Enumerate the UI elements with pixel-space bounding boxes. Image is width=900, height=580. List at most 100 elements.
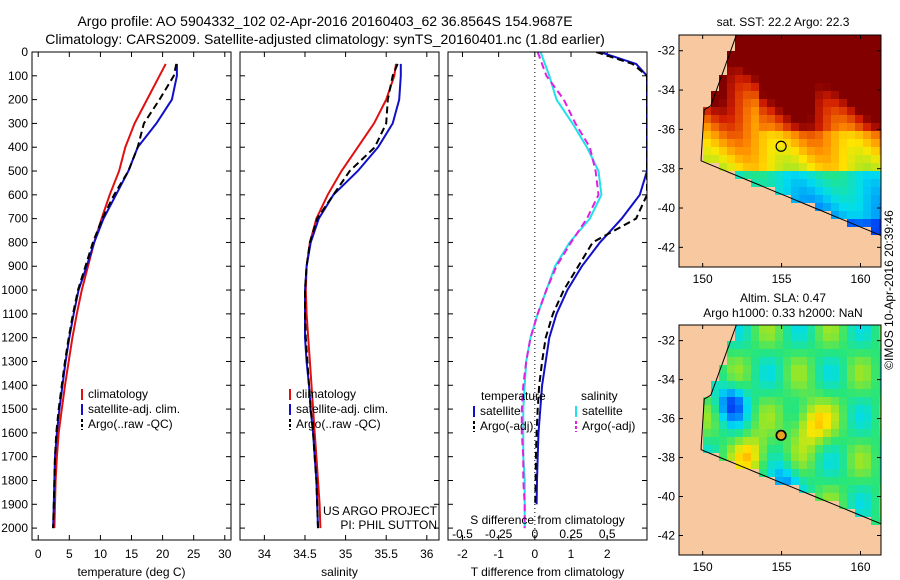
map-cell	[751, 397, 759, 405]
map-cell	[703, 525, 711, 533]
figure-title-line2: Climatology: CARS2009. Satellite-adjuste…	[45, 31, 605, 47]
map-cell	[735, 405, 743, 413]
map-cell	[799, 43, 807, 51]
map-cell	[863, 341, 871, 349]
map-cell	[783, 429, 791, 437]
map-cell	[807, 397, 815, 405]
map-cell	[847, 195, 855, 203]
map-cell	[735, 179, 743, 187]
map-cell	[767, 243, 775, 251]
map-cell	[831, 461, 839, 469]
map-cell	[719, 139, 727, 147]
map-cell	[767, 211, 775, 219]
map-cell	[783, 179, 791, 187]
map-cell	[743, 413, 751, 421]
map-cell	[727, 469, 735, 477]
map-cell	[775, 357, 783, 365]
map-cell	[879, 325, 881, 333]
map-cell	[823, 235, 831, 243]
temperature-xtick-label: 30	[218, 547, 232, 561]
map-cell	[719, 429, 727, 437]
map-cell	[767, 163, 775, 171]
map-cell	[823, 155, 831, 163]
map-cell	[775, 373, 783, 381]
map-cell	[687, 251, 695, 259]
map-cell	[679, 421, 687, 429]
lat-tick-label: -42	[658, 240, 676, 254]
map-cell	[687, 485, 695, 493]
map-cell	[855, 469, 863, 477]
map-cell	[855, 477, 863, 485]
map-cell	[879, 453, 881, 461]
map-cell	[855, 43, 863, 51]
map-cell	[839, 67, 847, 75]
map-cell	[711, 43, 719, 51]
map-cell	[743, 203, 751, 211]
map-cell	[839, 413, 847, 421]
map-cell	[823, 203, 831, 211]
map-cell	[695, 227, 703, 235]
map-cell	[823, 259, 831, 267]
map-cell	[751, 139, 759, 147]
map-cell	[839, 75, 847, 83]
map-cell	[791, 389, 799, 397]
map-cell	[783, 525, 791, 533]
map-cell	[775, 517, 783, 525]
series-temperature-argo-adj-	[534, 52, 647, 505]
map-cell	[783, 75, 791, 83]
map-cell	[743, 541, 751, 549]
map-cell	[775, 541, 783, 549]
map-cell	[847, 405, 855, 413]
map-cell	[727, 243, 735, 251]
map-cell	[783, 243, 791, 251]
map-cell	[767, 421, 775, 429]
map-cell	[863, 51, 871, 59]
map-cell	[703, 341, 711, 349]
map-cell	[855, 179, 863, 187]
map-cell	[815, 501, 823, 509]
map-cell	[743, 131, 751, 139]
map-cell	[703, 139, 711, 147]
map-cell	[767, 373, 775, 381]
map-cell	[751, 349, 759, 357]
map-cell	[759, 365, 767, 373]
map-cell	[783, 541, 791, 549]
map-cell	[775, 477, 783, 485]
map-cell	[871, 83, 879, 91]
map-cell	[807, 349, 815, 357]
map-cell	[799, 155, 807, 163]
map-cell	[719, 187, 727, 195]
map-cell	[727, 83, 735, 91]
map-cell	[839, 549, 847, 555]
map-cell	[863, 59, 871, 67]
map-cell	[879, 461, 881, 469]
map-cell	[695, 485, 703, 493]
map-cell	[847, 75, 855, 83]
map-cell	[879, 429, 881, 437]
map-cell	[679, 123, 687, 131]
map-cell	[791, 115, 799, 123]
lat-tick-label: -32	[658, 44, 676, 58]
map-cell	[791, 155, 799, 163]
depth-tick-label: 1700	[1, 450, 28, 464]
map-cell	[735, 549, 743, 555]
map-cell	[695, 203, 703, 211]
map-cell	[791, 341, 799, 349]
map-cell	[847, 59, 855, 67]
map-cell	[783, 211, 791, 219]
map-cell	[703, 203, 711, 211]
map-cell	[791, 381, 799, 389]
map-cell	[727, 99, 735, 107]
map-cell	[815, 325, 823, 333]
map-cell	[855, 533, 863, 541]
map-cell	[855, 115, 863, 123]
map-cell	[767, 115, 775, 123]
map-cell	[735, 389, 743, 397]
map-cell	[871, 413, 879, 421]
map-cell	[799, 397, 807, 405]
map-cell	[783, 501, 791, 509]
map-cell	[831, 445, 839, 453]
map-cell	[711, 325, 719, 333]
map-cell	[855, 203, 863, 211]
map-cell	[863, 485, 871, 493]
